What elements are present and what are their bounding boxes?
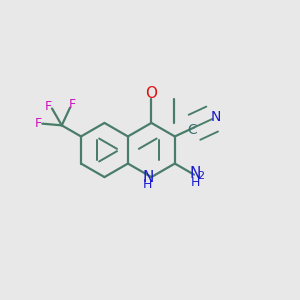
Text: 2: 2 [197,171,204,181]
Text: H: H [143,178,152,191]
Text: C: C [187,123,197,137]
Text: F: F [34,117,42,130]
Text: N: N [211,110,221,124]
Text: F: F [45,100,52,112]
Text: H: H [191,176,200,189]
Text: N: N [190,166,201,181]
Text: N: N [142,169,154,184]
Text: F: F [69,98,76,111]
Text: O: O [146,86,158,101]
